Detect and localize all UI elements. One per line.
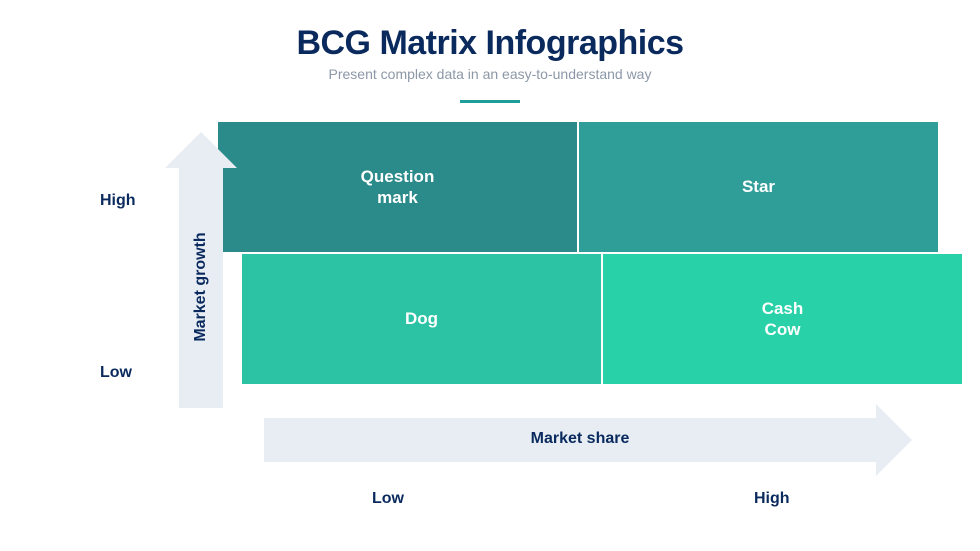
x-axis-arrow-head <box>876 404 912 476</box>
x-axis-label: Market share <box>510 430 650 448</box>
quadrant-question-mark: Questionmark <box>218 122 577 252</box>
x-axis-tick-low: Low <box>372 490 404 508</box>
page-title: BCG Matrix Infographics <box>0 24 980 63</box>
y-axis-arrow-head <box>165 132 237 168</box>
x-axis-tick-high: High <box>754 490 790 508</box>
y-axis-label: Market growth <box>192 227 210 347</box>
title-underline <box>460 100 520 103</box>
quadrant-star: Star <box>579 122 938 252</box>
quadrant-cash-cow: CashCow <box>603 254 962 384</box>
y-axis-tick-low: Low <box>100 364 132 382</box>
quadrant-dog: Dog <box>242 254 601 384</box>
y-axis-tick-high: High <box>100 192 136 210</box>
bcg-matrix-infographic: BCG Matrix Infographics Present complex … <box>0 0 980 551</box>
page-subtitle: Present complex data in an easy-to-under… <box>0 66 980 82</box>
